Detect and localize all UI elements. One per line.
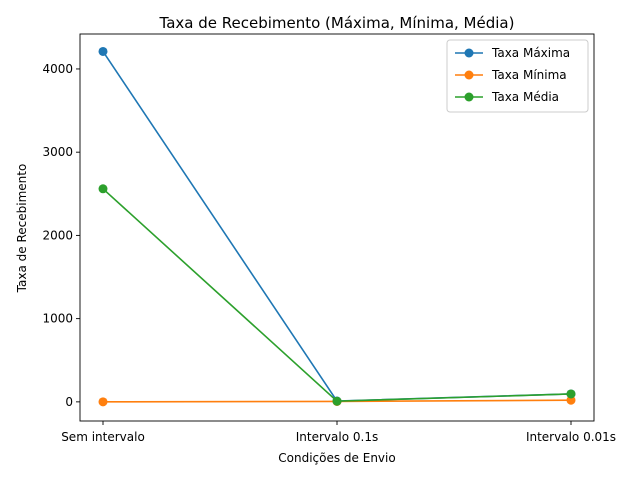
legend-swatch-marker-1 [464, 70, 474, 80]
y-axis: 0 1000 2000 3000 4000 [42, 62, 80, 409]
y-tick-label-0: 0 [65, 395, 73, 409]
data-point-2-0 [98, 184, 108, 194]
legend-label-1: Taxa Mínima [491, 68, 567, 82]
x-tick-label-1: Intervalo 0.1s [296, 430, 378, 444]
y-tick-label-1: 1000 [42, 312, 73, 326]
legend-label-0: Taxa Máxima [491, 46, 570, 60]
chart-title: Taxa de Recebimento (Máxima, Mínima, Méd… [159, 14, 515, 32]
y-tick-label-4: 4000 [42, 62, 73, 76]
data-point-0-0 [98, 46, 108, 56]
y-tick-label-2: 2000 [42, 228, 73, 242]
series-layer [98, 46, 576, 407]
x-tick-label-2: Intervalo 0.01s [526, 430, 616, 444]
data-point-2-2 [566, 389, 576, 399]
data-point-1-2 [566, 395, 576, 405]
legend: Taxa Máxima Taxa Mínima Taxa Média [446, 39, 589, 113]
legend-swatch-marker-2 [464, 92, 474, 102]
legend-label-2: Taxa Média [491, 90, 559, 104]
y-tick-label-3: 3000 [42, 145, 73, 159]
series-line-2 [102, 188, 572, 403]
y-axis-label: Taxa de Recebimento [15, 164, 29, 294]
x-axis: Sem intervalo Intervalo 0.1s Intervalo 0.0… [61, 421, 616, 444]
legend-frame [446, 39, 589, 113]
data-point-2-1 [332, 396, 342, 406]
x-axis-label: Condições de Envio [278, 451, 395, 465]
x-tick-label-0: Sem intervalo [61, 430, 145, 444]
data-point-1-0 [98, 397, 108, 407]
legend-swatch-marker-0 [464, 48, 474, 58]
